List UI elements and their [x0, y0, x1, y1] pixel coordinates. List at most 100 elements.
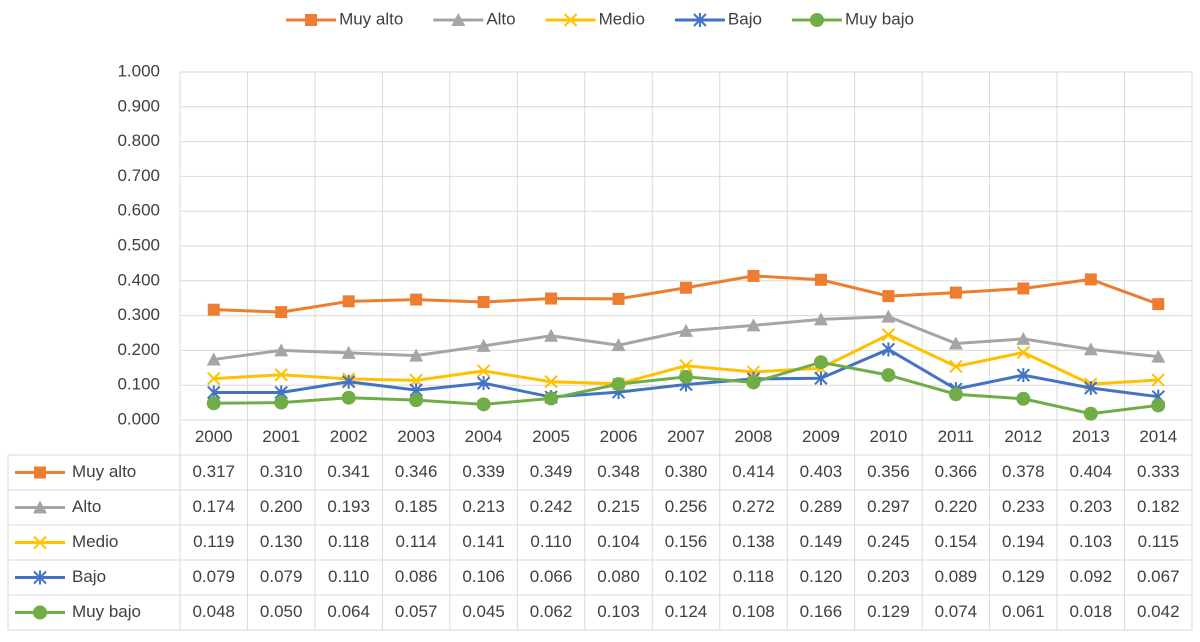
table-value: 0.103 [1070, 532, 1113, 551]
table-value: 0.089 [935, 567, 978, 586]
table-value: 0.106 [462, 567, 505, 586]
marker [1152, 298, 1165, 311]
x-tick-label: 2002 [330, 427, 368, 446]
x-tick-label: 2013 [1072, 427, 1110, 446]
y-tick-label: 0.400 [117, 270, 160, 289]
table-value: 0.018 [1070, 602, 1113, 621]
table-value: 0.193 [327, 497, 370, 516]
x-tick-label: 2001 [262, 427, 300, 446]
table-value: 0.104 [597, 532, 640, 551]
x-tick-label: 2007 [667, 427, 705, 446]
table-value: 0.064 [327, 602, 370, 621]
marker [275, 306, 288, 319]
marker [1016, 368, 1031, 383]
table-value: 0.042 [1137, 602, 1180, 621]
marker [1151, 373, 1165, 387]
table-value: 0.114 [395, 532, 436, 551]
marker [477, 296, 490, 309]
x-tick-label: 2014 [1139, 427, 1177, 446]
marker [409, 373, 423, 388]
table-value: 0.356 [867, 462, 910, 481]
marker [679, 369, 693, 384]
marker [33, 605, 47, 620]
marker [341, 345, 356, 359]
marker [544, 375, 558, 389]
y-tick-label: 0.900 [117, 96, 160, 115]
y-tick-label: 0.700 [117, 166, 160, 185]
table-value: 0.272 [732, 497, 775, 516]
table-value: 0.141 [462, 532, 505, 551]
table-value: 0.066 [530, 567, 573, 586]
table-value: 0.156 [665, 532, 708, 551]
y-tick-label: 0.500 [117, 235, 160, 254]
marker [410, 293, 423, 306]
table-value: 0.341 [327, 462, 370, 481]
x-tick-label: 2000 [195, 427, 233, 446]
table-value: 0.310 [260, 462, 303, 481]
table-value: 0.048 [192, 602, 235, 621]
marker [206, 396, 221, 411]
table-value: 0.333 [1137, 462, 1180, 481]
marker [1017, 282, 1030, 295]
marker [612, 292, 625, 305]
marker [34, 466, 46, 479]
series-line [213, 274, 1159, 314]
table-value: 0.129 [867, 602, 910, 621]
legend-label: Muy bajo [845, 9, 914, 28]
table-value: 0.203 [867, 567, 910, 586]
x-tick-label: 2011 [938, 427, 975, 446]
table-value: 0.203 [1070, 497, 1113, 516]
marker [813, 312, 828, 326]
table-value: 0.103 [597, 602, 640, 621]
x-tick-label: 2012 [1004, 427, 1042, 446]
x-tick-label: 2010 [869, 427, 907, 446]
table-value: 0.233 [1002, 497, 1045, 516]
table-value: 0.079 [260, 567, 303, 586]
marker [679, 323, 693, 337]
marker [1083, 406, 1098, 421]
marker [451, 13, 466, 26]
table-value: 0.050 [260, 602, 303, 621]
table-value: 0.366 [935, 462, 978, 481]
y-tick-label: 0.300 [117, 305, 160, 324]
legend: Muy alto Alto Medio Bajo Muy bajo [286, 9, 914, 28]
marker [545, 292, 558, 305]
marker [341, 374, 356, 389]
marker [476, 338, 491, 352]
marker [274, 368, 288, 382]
x-tick-label: 2005 [532, 427, 570, 446]
marker [33, 500, 47, 514]
table-value: 0.215 [597, 497, 640, 516]
marker [409, 348, 424, 362]
table-value: 0.256 [665, 497, 708, 516]
table-value: 0.154 [935, 532, 978, 551]
marker [813, 355, 828, 370]
marker [476, 397, 491, 412]
marker [1151, 349, 1166, 363]
legend-label: Bajo [728, 9, 762, 28]
legend-label: Alto [486, 9, 515, 28]
marker [33, 535, 47, 550]
table-value: 0.110 [530, 532, 571, 551]
table-value: 0.185 [395, 497, 438, 516]
x-tick-label: 2003 [397, 427, 435, 446]
table-value: 0.129 [1002, 567, 1045, 586]
table-value: 0.067 [1137, 567, 1180, 586]
x-tick-label: 2006 [600, 427, 638, 446]
marker [948, 387, 963, 402]
marker [1084, 273, 1097, 286]
marker [341, 390, 356, 405]
marker [476, 364, 491, 378]
row-label: Bajo [72, 567, 106, 586]
table-value: 0.245 [867, 532, 910, 551]
marker [1016, 345, 1031, 360]
table-value: 0.346 [395, 462, 438, 481]
table-value: 0.120 [800, 567, 843, 586]
marker [679, 359, 693, 373]
marker [881, 309, 896, 323]
marker [611, 338, 626, 352]
legend-label: Muy alto [339, 9, 403, 28]
table-value: 0.080 [597, 567, 640, 586]
x-tick-label: 2008 [735, 427, 773, 446]
marker [274, 395, 289, 410]
